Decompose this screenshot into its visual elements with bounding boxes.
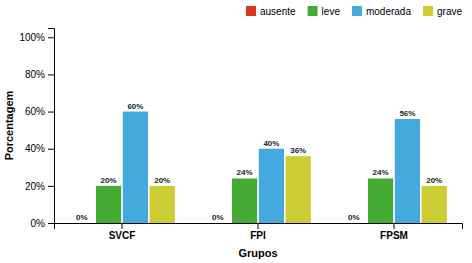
data-label: 60% [127, 102, 143, 111]
x-tick-mark [258, 223, 259, 229]
y-tick-mark [48, 112, 54, 113]
x-tick-label: FPI [250, 230, 266, 241]
data-label: 56% [399, 109, 415, 118]
y-tick: 0% [31, 218, 54, 229]
bar [150, 186, 175, 223]
chart: 0% 20% 40% 60% 80% 100% SVCF FPI FPSM 0% 0% 0% 20% 24… [0, 0, 472, 263]
x-tick: FPSM [380, 223, 408, 241]
data-label: 0% [212, 213, 224, 222]
bar [69, 223, 94, 224]
bar [422, 186, 447, 223]
legend-item: ausente [246, 6, 296, 17]
x-axis-title: Grupos [238, 247, 277, 259]
bar [259, 149, 284, 223]
bars [96, 112, 447, 223]
y-tick-mark [48, 223, 54, 224]
y-tick-label: 100% [19, 32, 45, 43]
legend-swatch [352, 6, 362, 16]
x-axis-line [55, 224, 463, 230]
x-tick: SVCF [109, 223, 136, 241]
legend-swatch [308, 6, 318, 16]
y-tick: 80% [25, 69, 54, 80]
data-label: 0% [76, 213, 88, 222]
legend-label: leve [322, 6, 341, 17]
y-tick: 60% [25, 106, 54, 117]
plot: 0% 20% 40% 60% 80% 100% SVCF FPI FPSM 0% 0% 0% 20% 24… [19, 29, 462, 242]
data-label: 36% [290, 146, 306, 155]
x-tick-mark [394, 223, 395, 229]
bar [232, 178, 257, 223]
y-tick: 40% [25, 143, 54, 154]
legend-label: grave [437, 6, 462, 17]
y-tick-label: 20% [25, 181, 45, 192]
x-tick: FPI [250, 223, 266, 241]
legend-item: grave [423, 6, 462, 17]
bar [395, 119, 420, 223]
bar [286, 156, 311, 223]
bar-series [123, 112, 420, 223]
legend-item: moderada [352, 6, 411, 17]
data-labels: 0% 0% 0% 20% 24% 24% 60% 40% 56% 20% 36% 20% [76, 102, 442, 222]
legend: ausente leve moderada grave [246, 6, 462, 17]
y-tick-label: 0% [31, 218, 46, 229]
y-axis-title: Porcentagem [3, 90, 15, 160]
data-label: 40% [263, 139, 279, 148]
data-label: 20% [426, 176, 442, 185]
y-axis: 0% 20% 40% 60% 80% 100% [19, 29, 54, 229]
data-label: 20% [101, 176, 117, 185]
y-tick-mark [48, 186, 54, 187]
y-tick-label: 80% [25, 69, 45, 80]
bar [123, 112, 148, 223]
bar [205, 223, 230, 224]
bar [368, 178, 393, 223]
x-axis: SVCF FPI FPSM [55, 223, 463, 241]
legend-swatch [423, 6, 433, 16]
y-tick-mark [48, 74, 54, 75]
y-tick: 100% [19, 32, 54, 43]
bar-series [150, 156, 447, 223]
y-tick-mark [48, 37, 54, 38]
bar [341, 223, 366, 224]
legend-item: leve [308, 6, 341, 17]
x-tick-mark [122, 223, 123, 229]
bar [96, 186, 121, 223]
data-label: 20% [154, 176, 170, 185]
legend-label: ausente [260, 6, 296, 17]
y-tick: 20% [25, 181, 54, 192]
y-axis-line [48, 29, 55, 224]
data-label: 24% [237, 168, 253, 177]
data-label: 24% [373, 168, 389, 177]
x-tick-label: SVCF [109, 230, 136, 241]
y-tick-label: 60% [25, 106, 45, 117]
y-tick-mark [48, 149, 54, 150]
y-tick-label: 40% [25, 143, 45, 154]
legend-label: moderada [366, 6, 411, 17]
x-tick-label: FPSM [380, 230, 408, 241]
data-label: 0% [348, 213, 360, 222]
legend-swatch [246, 6, 256, 16]
